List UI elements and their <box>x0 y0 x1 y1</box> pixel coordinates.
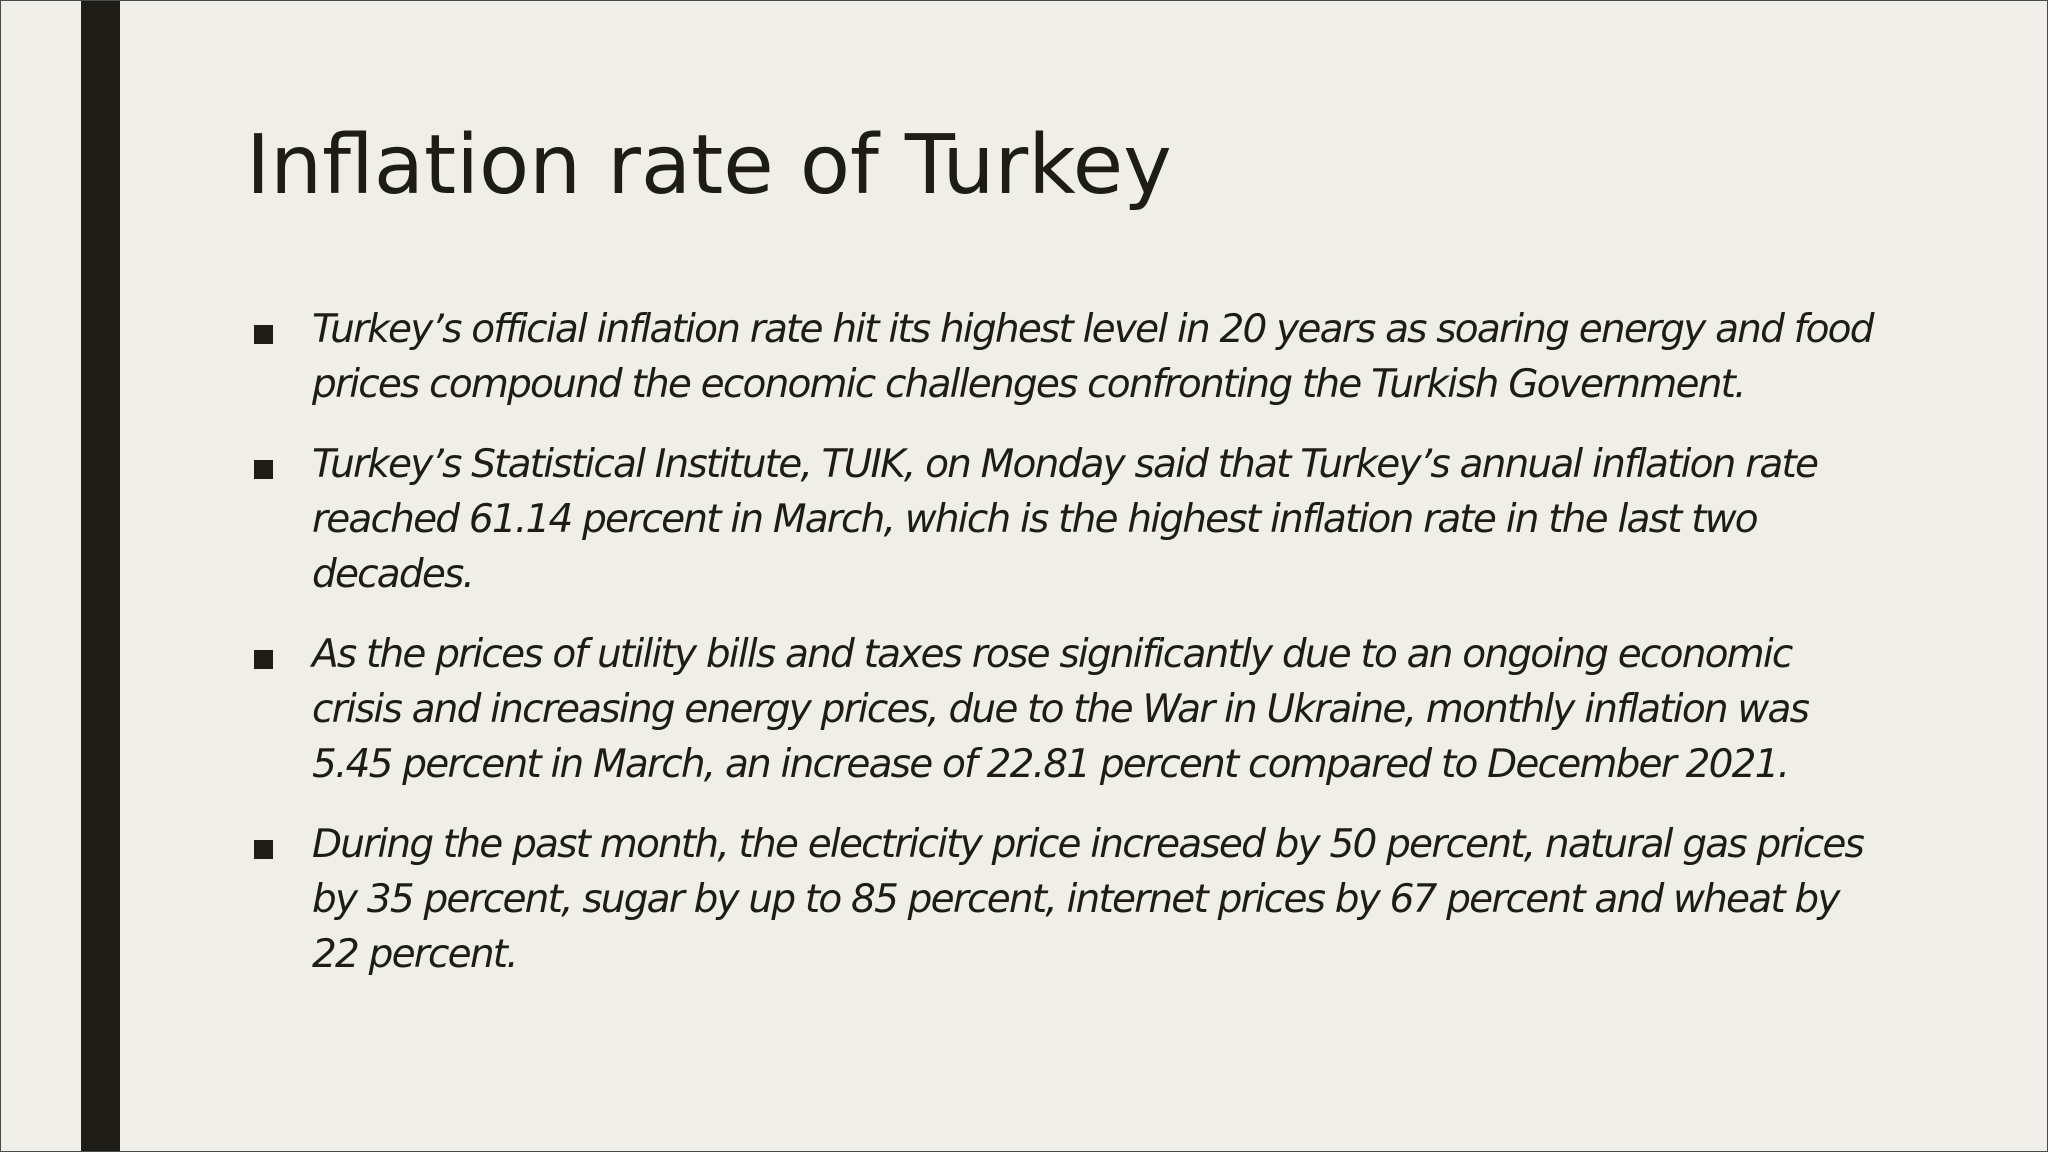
bullet-text: During the past month, the electricity p… <box>312 822 1865 977</box>
square-bullet-icon <box>254 650 273 669</box>
bullet-item: Turkey’s Statistical Institute, TUIK, on… <box>246 437 1886 602</box>
square-bullet-icon <box>254 325 273 344</box>
bullet-text: Turkey’s official inflation rate hit its… <box>312 307 1874 407</box>
slide-title: Inflation rate of Turkey <box>246 118 1172 213</box>
bullet-item: As the prices of utility bills and taxes… <box>246 627 1886 792</box>
square-bullet-icon <box>254 460 273 479</box>
bullet-item: Turkey’s official inflation rate hit its… <box>246 302 1886 412</box>
bullet-list: Turkey’s official inflation rate hit its… <box>246 302 1886 1007</box>
bullet-item: During the past month, the electricity p… <box>246 817 1886 982</box>
bullet-text: Turkey’s Statistical Institute, TUIK, on… <box>312 442 1819 597</box>
accent-bar <box>81 1 120 1151</box>
square-bullet-icon <box>254 840 273 859</box>
bullet-text: As the prices of utility bills and taxes… <box>312 632 1810 787</box>
